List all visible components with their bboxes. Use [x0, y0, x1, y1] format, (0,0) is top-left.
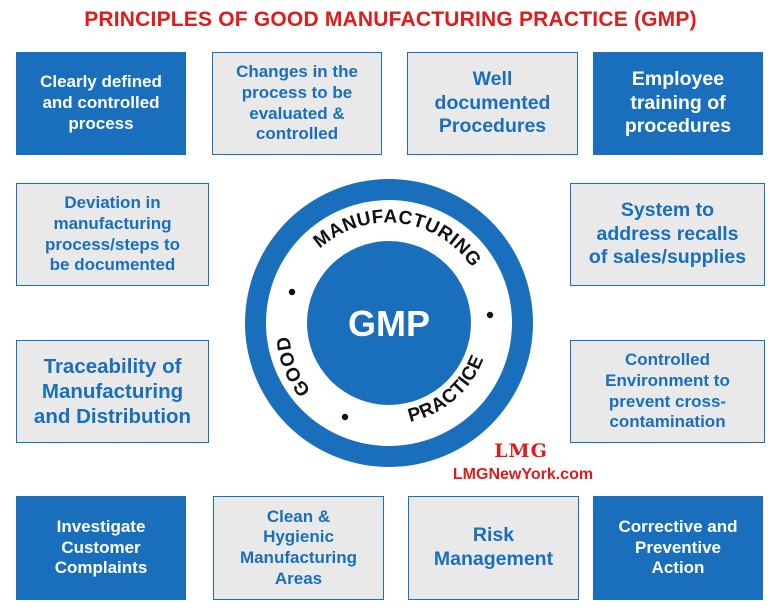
lmg-website-label: LMGNewYork.com — [452, 466, 594, 483]
box-clean-hygienic-areas: Clean & Hygienic Manufacturing Areas — [213, 496, 384, 600]
box-clearly-defined-process: Clearly defined and controlled process — [16, 52, 186, 155]
inner-disc — [307, 241, 471, 405]
page-title: PRINCIPLES OF GOOD MANUFACTURING PRACTIC… — [84, 8, 697, 31]
box-traceability: Traceability of Manufacturing and Distri… — [16, 340, 209, 443]
box-employee-training: Employee training of procedures — [593, 52, 763, 155]
box-controlled-environment: Controlled Environment to prevent cross-… — [570, 340, 765, 443]
box-changes-evaluated: Changes in the process to be evaluated &… — [212, 52, 382, 155]
separator-dot — [288, 288, 296, 296]
separator-dot — [486, 311, 494, 319]
box-corrective-preventive: Corrective and Preventive Action — [593, 496, 763, 600]
lmg-logo: LMG — [494, 440, 548, 462]
gmp-center-label: GMP — [348, 303, 430, 344]
box-customer-complaints: Investigate Customer Complaints — [16, 496, 186, 600]
separator-dot — [341, 413, 349, 421]
box-risk-management: Risk Management — [408, 496, 579, 600]
box-recall-system: System to address recalls of sales/suppl… — [570, 183, 765, 286]
gmp-wheel: GMP MANUFACTURING GOOD PRACTICE — [245, 179, 533, 467]
box-well-documented-procedures: Well documented Procedures — [407, 52, 578, 155]
box-deviation-documented: Deviation in manufacturing process/steps… — [16, 183, 209, 286]
